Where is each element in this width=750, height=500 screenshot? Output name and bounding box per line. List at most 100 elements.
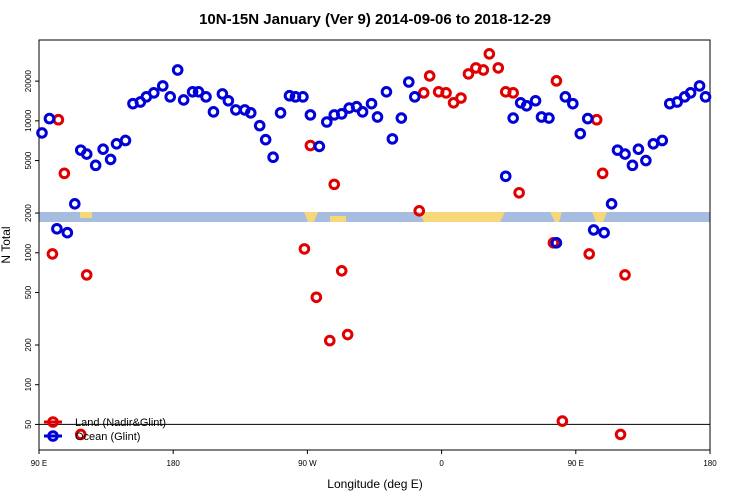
point (310, 291, 323, 304)
point (656, 134, 669, 147)
point (626, 159, 639, 172)
point (499, 170, 512, 183)
point (335, 265, 348, 277)
point (402, 76, 415, 88)
point (632, 143, 645, 155)
point (244, 107, 257, 119)
x-tick-label: 180 (167, 459, 181, 468)
x-tick-label: 0 (439, 459, 444, 468)
point (507, 112, 519, 124)
point (417, 87, 430, 99)
y-tick-label: 5000 (24, 151, 33, 169)
y-tick-label: 500 (24, 285, 33, 299)
point (320, 116, 333, 128)
point (43, 112, 56, 125)
point (693, 80, 706, 92)
chart-title: 10N-15N January (Ver 9) 2014-09-06 to 20… (199, 11, 551, 28)
point (230, 104, 242, 116)
point (455, 92, 467, 104)
point (587, 224, 600, 236)
point (356, 106, 369, 118)
legend-marker (47, 430, 59, 442)
point (119, 134, 132, 147)
point (365, 97, 378, 110)
point (395, 112, 408, 124)
point (36, 127, 48, 139)
point (492, 62, 505, 74)
y-tick-label: 100 (24, 377, 33, 391)
point (207, 106, 220, 118)
point (513, 186, 525, 199)
x-tick-label: 90 E (568, 459, 584, 468)
point (619, 148, 631, 160)
point (684, 87, 697, 99)
point (550, 237, 563, 249)
point (590, 113, 603, 126)
point (574, 127, 587, 140)
point (283, 89, 296, 102)
point (543, 112, 555, 124)
land-ocean-strip (39, 212, 710, 222)
point (699, 91, 712, 103)
point (259, 133, 272, 146)
point (598, 226, 610, 239)
point (619, 269, 631, 281)
point (335, 108, 348, 120)
point (104, 153, 117, 166)
point (380, 86, 393, 98)
point (156, 80, 169, 92)
point (386, 133, 399, 145)
point (408, 91, 421, 103)
point (605, 198, 618, 210)
point (274, 107, 287, 119)
point (200, 91, 212, 103)
point (186, 86, 199, 98)
point (304, 109, 317, 121)
plot-frame (38, 39, 711, 451)
point (222, 94, 235, 107)
point (164, 91, 177, 103)
point (298, 243, 311, 255)
point (52, 113, 65, 126)
point (614, 428, 627, 441)
point (80, 269, 93, 281)
point (304, 139, 317, 152)
point (371, 111, 384, 123)
y-tick-label: 200 (24, 338, 33, 352)
point (550, 75, 563, 87)
point (97, 143, 109, 155)
point (192, 86, 205, 98)
x-tick-label: 90 W (298, 459, 317, 468)
y-tick-label: 1000 (24, 243, 33, 261)
point (341, 328, 354, 341)
x-tick-label: 180 (703, 459, 717, 468)
point (313, 140, 326, 153)
y-tick-label: 20000 (24, 69, 33, 92)
point (216, 88, 229, 100)
point (462, 68, 475, 80)
point (583, 248, 596, 260)
point (68, 198, 81, 210)
point (110, 137, 123, 150)
legend-label: Land (Nadir&Glint) (75, 417, 166, 429)
y-tick-label: 2000 (24, 204, 33, 222)
point (520, 100, 533, 112)
point (323, 334, 336, 347)
y-tick-label: 50 (24, 419, 33, 428)
legend-marker (47, 416, 59, 428)
point (171, 64, 184, 76)
point (529, 94, 542, 107)
legend-label: Ocean (Glint) (75, 431, 140, 443)
point (61, 226, 74, 239)
y-tick-label: 10000 (24, 109, 33, 132)
point (253, 119, 266, 132)
x-axis-label: Longitude (deg E) (327, 477, 422, 491)
point (640, 154, 652, 167)
point (51, 222, 63, 235)
point (556, 415, 569, 427)
x-tick-label: 90 E (31, 459, 47, 468)
point (483, 48, 496, 60)
point (559, 91, 572, 103)
point (328, 178, 341, 191)
point (423, 70, 436, 82)
